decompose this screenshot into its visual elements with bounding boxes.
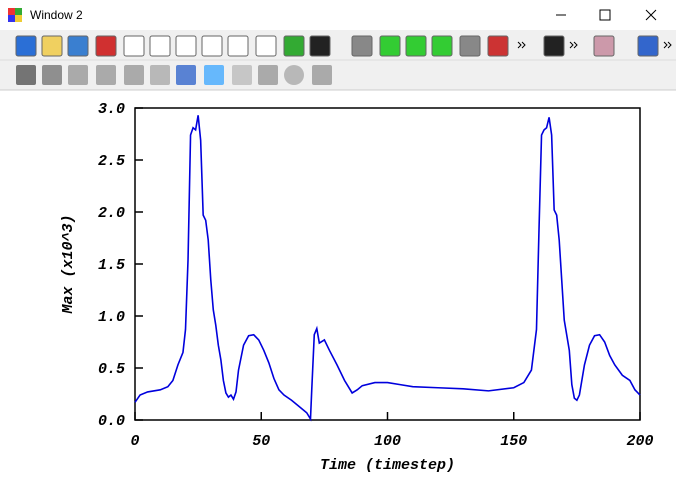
toolbar-button[interactable] bbox=[123, 35, 145, 57]
title-bar bbox=[0, 0, 676, 30]
toolbar-button[interactable] bbox=[149, 35, 171, 57]
toolbar-button[interactable] bbox=[176, 65, 196, 85]
x-tick-label: 0 bbox=[130, 433, 139, 450]
y-tick-label: 0.0 bbox=[98, 413, 125, 430]
y-tick-label: 0.5 bbox=[98, 361, 125, 378]
toolbar-overflow[interactable] bbox=[517, 41, 672, 49]
toolbar-button[interactable] bbox=[232, 65, 252, 85]
x-tick-label: 100 bbox=[374, 433, 401, 450]
y-tick-label: 1.0 bbox=[98, 309, 125, 326]
toolbar-button[interactable] bbox=[150, 65, 170, 85]
toolbar-button[interactable] bbox=[201, 35, 223, 57]
toolbar-button[interactable] bbox=[67, 35, 89, 57]
toolbar-button[interactable] bbox=[405, 35, 427, 57]
plot: 0.0 0.5 1.0 1.5 2.0 2.5 3.0 0 50 100 150 200 Time (t… bbox=[60, 101, 654, 474]
toolbar-button[interactable] bbox=[487, 35, 509, 57]
toolbar-button[interactable] bbox=[543, 35, 565, 57]
maximize-button[interactable] bbox=[599, 9, 611, 21]
toolbar-button[interactable] bbox=[258, 65, 278, 85]
y-tick-label: 2.0 bbox=[98, 205, 125, 222]
toolbar-button[interactable] bbox=[255, 35, 277, 57]
toolbar-button[interactable] bbox=[283, 35, 305, 57]
y-axis-label: Max (x10^3) bbox=[60, 214, 77, 314]
y-tick-label: 2.5 bbox=[98, 153, 125, 170]
y-tick-label: 3.0 bbox=[98, 101, 125, 118]
toolbar-button[interactable] bbox=[284, 65, 304, 85]
close-button[interactable] bbox=[645, 9, 657, 21]
toolbar-button[interactable] bbox=[379, 35, 401, 57]
toolbar-button[interactable] bbox=[227, 35, 249, 57]
toolbar-button[interactable] bbox=[459, 35, 481, 57]
toolbar-button[interactable] bbox=[95, 35, 117, 57]
toolbar-bottom bbox=[16, 65, 332, 85]
toolbar-button[interactable] bbox=[312, 65, 332, 85]
toolbar-button[interactable] bbox=[637, 35, 659, 57]
toolbar-button[interactable] bbox=[124, 65, 144, 85]
app-icon bbox=[8, 8, 22, 22]
toolbar-button[interactable] bbox=[204, 65, 224, 85]
toolbar-top bbox=[15, 35, 659, 57]
toolbar-button[interactable] bbox=[41, 35, 63, 57]
toolbar-button[interactable] bbox=[593, 35, 615, 57]
data-line bbox=[134, 115, 641, 422]
toolbar-button[interactable] bbox=[175, 35, 197, 57]
toolbar-button[interactable] bbox=[96, 65, 116, 85]
window-title: Window 2 bbox=[30, 8, 83, 22]
toolbar-button[interactable] bbox=[15, 35, 37, 57]
toolbar-button[interactable] bbox=[309, 35, 331, 57]
toolbar-button[interactable] bbox=[351, 35, 373, 57]
toolbar-button[interactable] bbox=[431, 35, 453, 57]
toolbar-button[interactable] bbox=[68, 65, 88, 85]
x-tick-label: 50 bbox=[252, 433, 270, 450]
y-tick-label: 1.5 bbox=[98, 257, 125, 274]
x-axis-label: Time (timestep) bbox=[320, 457, 455, 474]
toolbar-button[interactable] bbox=[16, 65, 36, 85]
x-tick-label: 200 bbox=[626, 433, 653, 450]
toolbar-button[interactable] bbox=[42, 65, 62, 85]
x-tick-label: 150 bbox=[500, 433, 527, 450]
